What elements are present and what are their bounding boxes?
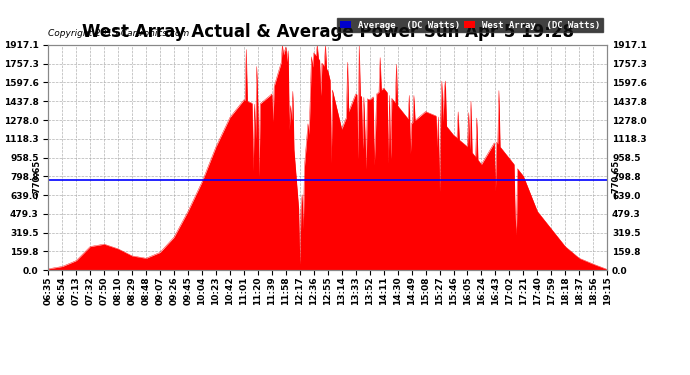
Legend: Average  (DC Watts), West Array  (DC Watts): Average (DC Watts), West Array (DC Watts… (337, 18, 602, 32)
Text: ←770.65: ←770.65 (611, 160, 620, 199)
Text: Copyright 2015 Cartronics.com: Copyright 2015 Cartronics.com (48, 28, 190, 38)
Title: West Array Actual & Average Power Sun Apr 5 19:28: West Array Actual & Average Power Sun Ap… (81, 22, 574, 40)
Text: →770.65: →770.65 (32, 160, 41, 199)
